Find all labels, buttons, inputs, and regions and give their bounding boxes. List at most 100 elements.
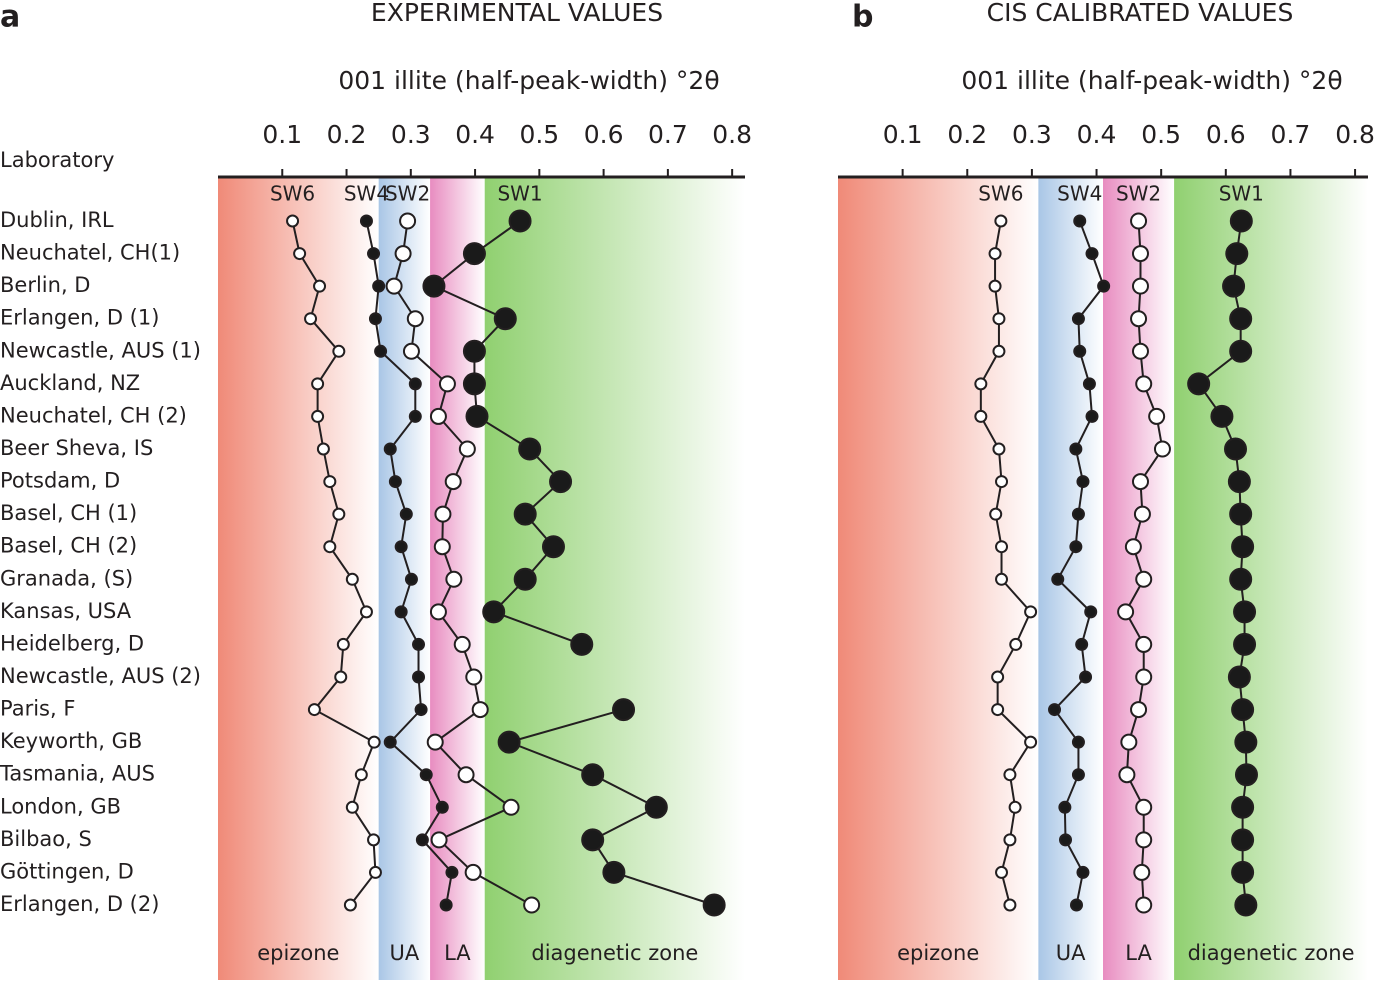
data-point	[518, 437, 542, 461]
category-label: Heidelberg, D	[0, 631, 144, 655]
data-point	[1008, 800, 1022, 814]
data-point	[992, 442, 1006, 456]
series-line	[1053, 220, 1105, 906]
data-point	[1073, 214, 1087, 228]
category-label: Bilbao, S	[0, 827, 92, 851]
category-label: Paris, F	[0, 697, 75, 721]
data-point	[1076, 865, 1090, 879]
data-point	[383, 442, 397, 456]
data-point	[1024, 735, 1038, 749]
series-line	[979, 220, 1032, 906]
data-point	[415, 833, 429, 847]
data-point	[402, 342, 420, 360]
category-label: Tasmania, AUS	[0, 762, 155, 786]
data-point	[1079, 670, 1093, 684]
data-point	[334, 670, 348, 684]
series-label: SW1	[497, 182, 542, 206]
data-point	[1135, 668, 1153, 686]
zone-label: diagenetic zone	[531, 941, 698, 965]
category-label: Potsdam, D	[0, 469, 120, 493]
zone-band	[378, 177, 431, 980]
data-point	[1131, 342, 1149, 360]
data-point	[1069, 442, 1083, 456]
panel-letter: a	[0, 0, 20, 35]
x-tick-label: 0.5	[1141, 120, 1181, 149]
data-point	[1234, 730, 1258, 754]
category-label: Berlin, D	[0, 273, 90, 297]
data-point	[1059, 833, 1073, 847]
data-point	[995, 475, 1009, 489]
series-label: SW4	[344, 182, 389, 206]
data-point	[612, 698, 636, 722]
data-point	[989, 507, 1003, 521]
zone-label: LA	[444, 941, 471, 965]
data-point	[414, 703, 428, 717]
data-point	[1135, 896, 1153, 914]
series-line	[291, 220, 377, 906]
data-point	[1048, 703, 1062, 717]
series-label: SW6	[978, 182, 1023, 206]
data-point	[313, 279, 327, 293]
data-point	[1135, 635, 1153, 653]
data-point	[399, 212, 417, 230]
data-point	[435, 800, 449, 814]
x-axis-label: 001 illite (half-peak-width) °2θ	[961, 66, 1342, 95]
data-point	[286, 214, 300, 228]
data-point	[1231, 698, 1255, 722]
data-point	[1003, 833, 1017, 847]
data-point	[1073, 344, 1087, 358]
data-point	[1117, 603, 1135, 621]
data-point	[406, 310, 424, 328]
data-point	[429, 407, 447, 425]
data-point	[1069, 540, 1083, 554]
category-label: Newcastle, AUS (1)	[0, 338, 201, 362]
x-tick-label: 0.2	[327, 120, 367, 149]
data-point	[368, 865, 382, 879]
data-point	[304, 312, 318, 326]
data-point	[1003, 898, 1017, 912]
data-point	[399, 507, 413, 521]
data-point	[1058, 800, 1072, 814]
data-point	[394, 245, 412, 263]
x-tick-label: 0.2	[947, 120, 987, 149]
data-point	[434, 505, 452, 523]
data-point	[444, 473, 462, 491]
data-point	[293, 247, 307, 261]
series-line	[393, 220, 533, 906]
data-point	[1131, 473, 1149, 491]
data-point	[422, 274, 446, 298]
data-point	[462, 339, 486, 363]
data-point	[570, 632, 594, 656]
zone-label: diagenetic zone	[1188, 941, 1355, 965]
data-point	[1148, 407, 1166, 425]
data-point	[1097, 279, 1111, 293]
data-point	[1024, 605, 1038, 619]
data-point	[367, 247, 381, 261]
data-point	[991, 670, 1005, 684]
data-point	[394, 605, 408, 619]
category-label: Beer Sheva, IS	[0, 436, 153, 460]
data-point	[1229, 209, 1253, 233]
data-point	[1229, 567, 1253, 591]
data-point	[1210, 404, 1234, 428]
series-label: SW1	[1219, 182, 1264, 206]
x-tick-label: 0.8	[712, 120, 752, 149]
data-point	[1009, 637, 1023, 651]
zone-band	[1038, 177, 1103, 980]
data-point	[502, 798, 520, 816]
data-point	[1234, 893, 1258, 917]
data-point	[995, 865, 1009, 879]
data-point	[462, 242, 486, 266]
x-tick-label: 0.1	[883, 120, 923, 149]
data-point	[1233, 632, 1257, 656]
data-point	[1003, 768, 1017, 782]
data-point	[1227, 470, 1251, 494]
series-label: SW4	[1057, 182, 1102, 206]
data-point	[702, 893, 726, 917]
data-point	[307, 703, 321, 717]
x-tick-label: 0.6	[584, 120, 624, 149]
data-point	[439, 898, 453, 912]
category-label: Auckland, NZ	[0, 371, 140, 395]
data-point	[644, 795, 668, 819]
data-point	[430, 831, 448, 849]
